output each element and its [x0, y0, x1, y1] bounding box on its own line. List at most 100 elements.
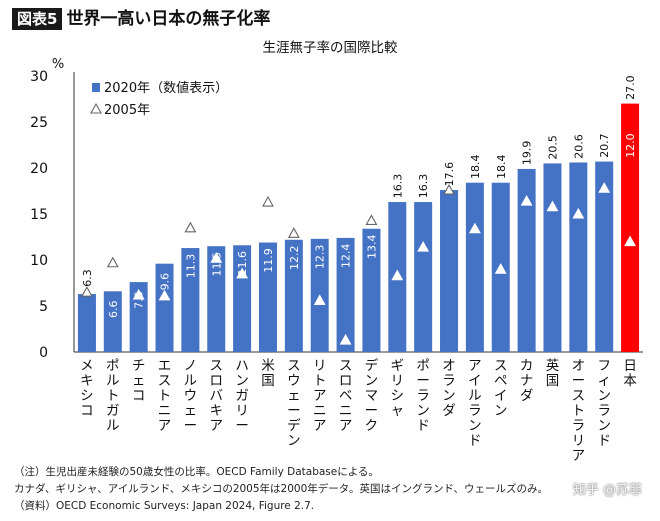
- bar: [414, 202, 433, 352]
- bar-value-label: 20.5: [546, 135, 559, 160]
- marker-2005-triangle: [443, 183, 455, 195]
- legend-triangle-2005: [90, 102, 102, 114]
- bar: [103, 291, 122, 352]
- bar-value-label: 13.4: [365, 234, 378, 259]
- y-tick-label: 5: [39, 299, 48, 315]
- footnote-line: （注）生児出産未経験の50歳女性の比率。OECD Family Database…: [14, 466, 379, 478]
- category-label: ポルトガル: [106, 358, 120, 434]
- bar-value-label: 11.9: [262, 248, 275, 273]
- bar-value-label: 20.6: [572, 134, 585, 159]
- bar: [284, 239, 303, 352]
- category-label: ノルウェー: [184, 358, 198, 434]
- marker-2005-triangle: [520, 194, 533, 206]
- bar-value-label: 19.9: [521, 141, 534, 166]
- category-label: アイルランド: [468, 358, 482, 449]
- marker-2005-triangle: [468, 222, 481, 234]
- bar: [569, 162, 588, 352]
- y-tick-label: 15: [30, 207, 48, 223]
- bar: [543, 163, 562, 352]
- figure-header: 図表5 世界一高い日本の無子化率: [12, 7, 270, 31]
- bar-value-label: 6.3: [81, 269, 94, 287]
- bar: [155, 263, 174, 352]
- bar-value-label: 9.6: [159, 273, 172, 291]
- marker-2005-triangle: [391, 269, 404, 281]
- category-label: 英国: [546, 357, 560, 389]
- footnotes: （注）生児出産未経験の50歳女性の比率。OECD Family Database…: [14, 464, 654, 515]
- bar-value-label: 12.4: [340, 244, 353, 268]
- marker-2005-triangle: [339, 333, 352, 345]
- category-label: ハンガリー: [235, 358, 249, 434]
- legend-label-2005: 2005年: [104, 103, 150, 118]
- footnote-line: カナダ、ギリシャ、アイルランド、メキシコの2005年は2000年データ。英国はイ…: [14, 483, 549, 495]
- bar-value-label: 18.4: [495, 154, 508, 179]
- bar: [517, 168, 536, 352]
- bar-value-label: 27.0: [624, 75, 637, 100]
- category-label: リトアニア: [313, 358, 327, 434]
- category-label: メキシコ: [80, 358, 94, 419]
- y-tick-label: 20: [30, 161, 48, 177]
- bar: [233, 245, 252, 352]
- marker-2005-triangle: [287, 227, 300, 238]
- marker-2005-triangle: [417, 240, 430, 252]
- category-label: デンマーク: [365, 357, 379, 434]
- bar: [362, 228, 381, 352]
- bar-value-label: 17.6: [443, 162, 456, 187]
- y-tick-label: 30: [30, 69, 48, 85]
- marker-2005-triangle: [80, 286, 93, 297]
- category-label: ポーランド: [416, 358, 430, 434]
- marker-2005-triangle: [598, 182, 611, 193]
- bar: [258, 242, 277, 352]
- category-label: 米国: [261, 358, 275, 389]
- bar: [129, 282, 148, 352]
- marker-2005-triangle: [184, 221, 197, 233]
- bar-value-label: 18.4: [469, 154, 482, 179]
- figure-number-tag: 図表5: [12, 8, 63, 30]
- bar-value-label: 12.3: [314, 245, 327, 270]
- category-label: チェコ: [132, 358, 146, 404]
- category-label: スペイン: [494, 358, 508, 419]
- marker-2005-triangle: [494, 263, 507, 274]
- category-label: カナダ: [520, 358, 534, 404]
- chart-title: 生涯無子率の国際比較: [263, 39, 398, 56]
- bar: [595, 161, 614, 352]
- y-tick-label: 10: [30, 253, 48, 269]
- category-label: オーストラリア: [572, 358, 586, 464]
- marker-2005-triangle: [365, 214, 378, 225]
- category-label: フィンランド: [597, 358, 611, 449]
- marker-2005-triangle: [624, 235, 637, 247]
- bar: [181, 248, 200, 352]
- marker-2005-triangle: [158, 289, 171, 301]
- marker-2005-triangle: [132, 288, 145, 300]
- watermark: 知乎 @苏菲: [572, 483, 642, 498]
- marker-2005-triangle: [262, 195, 274, 207]
- y-axis-unit-label: %: [52, 57, 64, 72]
- category-label: オランダ: [442, 358, 456, 419]
- marker-2005-triangle: [106, 256, 119, 268]
- y-tick-label: 0: [39, 345, 48, 361]
- figure-headline: 世界一高い日本の無子化率: [66, 9, 271, 29]
- marker-2005-triangle: [572, 207, 585, 219]
- bar-value-label: 11.6: [236, 251, 249, 276]
- bar: [336, 237, 355, 352]
- marker-2005-triangle: [236, 267, 249, 279]
- category-label: ギリシャ: [391, 358, 405, 419]
- bar-value-label: 16.3: [391, 174, 404, 199]
- bar-secondary-label: 12.0: [624, 133, 637, 158]
- bar-chart: 生涯無子率の国際比較%0510152025306.3メキシコ6.6ポルトガル7.…: [30, 39, 643, 464]
- marker-2005-triangle: [546, 200, 559, 212]
- legend-label-2020: 2020年（数値表示）: [104, 80, 228, 96]
- category-label: 日本: [623, 358, 637, 389]
- bar-value-label: 6.6: [107, 301, 120, 319]
- footnote-line: （資料）OECD Economic Surveys: Japan 2024, F…: [14, 500, 315, 512]
- bar: [621, 103, 640, 352]
- bar-value-label: 12.2: [288, 246, 301, 271]
- bar-value-label: 20.7: [598, 133, 611, 158]
- bar: [465, 182, 484, 352]
- category-label: エストニア: [158, 358, 172, 434]
- category-label: スロベニア: [339, 358, 353, 434]
- marker-2005-triangle: [210, 252, 223, 263]
- bar-value-label: 11.3: [184, 254, 197, 278]
- bar: [440, 190, 459, 352]
- marker-2005-triangle: [313, 294, 326, 306]
- legend-swatch-2020: [92, 83, 100, 92]
